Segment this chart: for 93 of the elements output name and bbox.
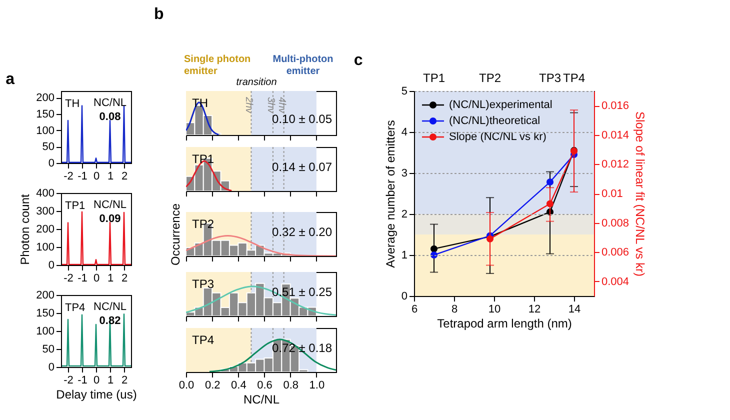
y2-tick-label: 0.006 xyxy=(602,246,630,259)
x-tick-label: -2 xyxy=(64,272,74,284)
text: transition xyxy=(236,77,278,88)
y-tick-label: 150 xyxy=(36,108,54,120)
annotation: TP3 xyxy=(538,71,562,85)
x-tick-label: 1 xyxy=(107,272,114,284)
annotation: TP4 xyxy=(192,333,214,347)
y-tick-label: 0 xyxy=(48,362,54,374)
annotation: NC/NL xyxy=(93,199,127,211)
x-tick-label: 2 xyxy=(121,272,128,284)
x-tick-label: 1 xyxy=(107,170,114,182)
x-tick-label: 6 xyxy=(411,304,418,316)
y-tick-label: 200 xyxy=(36,224,54,236)
y-tick-label: 5 xyxy=(401,86,408,98)
annotation: TP2 xyxy=(478,71,502,85)
x-tick-label: 0.2 xyxy=(204,380,220,392)
annotation: 0.51 ± 0.25 xyxy=(272,284,332,299)
y-axis-title: Photon count xyxy=(18,193,32,265)
x-tick-label: 0.4 xyxy=(231,380,246,392)
y-tick-label: 0 xyxy=(48,260,54,272)
y2-tick-label: 0.016 xyxy=(602,100,630,112)
chart-title: b xyxy=(154,6,164,23)
annotation: NC/NL xyxy=(93,97,127,109)
chart-title: c xyxy=(354,52,363,69)
annotation: TP1 xyxy=(192,152,214,166)
x-tick-label: 0 xyxy=(93,374,100,386)
y2-tick-label: 0.004 xyxy=(602,276,630,288)
legend-label: (NC/NL)experimental xyxy=(449,99,552,111)
annotation: 0.09 xyxy=(99,213,121,225)
x-tick-label: 2 xyxy=(121,170,128,182)
annotation: TP1 xyxy=(65,200,86,212)
y-tick-label: 4 xyxy=(401,126,408,138)
y-tick-label: 100 xyxy=(36,326,54,338)
y-tick-label: 3 xyxy=(401,168,408,180)
annotation: 0.08 xyxy=(99,111,121,123)
y-tick-label: 1 xyxy=(401,250,408,262)
x-tick-label: 14 xyxy=(568,304,581,316)
y-axis-title: Occurrence xyxy=(168,203,182,266)
x-tick-label: 0.6 xyxy=(257,380,272,392)
x-axis-title: Tetrapod arm length (nm) xyxy=(437,316,572,330)
text: Multi-photon emitter xyxy=(272,54,334,77)
x-tick-label: 0.8 xyxy=(283,380,298,392)
x-tick-label: -1 xyxy=(78,170,88,182)
x-axis-title: Delay time (us) xyxy=(56,388,137,402)
y2-tick-label: 0.01 xyxy=(602,188,623,200)
y-tick-label: 0 xyxy=(401,290,408,302)
annotation: 0.10 ± 0.05 xyxy=(272,112,332,126)
legend-label: (NC/NL)theoretical xyxy=(449,115,540,127)
y-tick-label: 400 xyxy=(36,188,54,200)
x-tick-label: 8 xyxy=(451,304,458,316)
ref-line-label: 4hv xyxy=(276,97,287,114)
x-axis-title: NC/NL xyxy=(243,392,280,406)
annotation: 0.32 ± 0.20 xyxy=(272,224,332,239)
x-tick-label: 1.0 xyxy=(309,380,325,392)
x-tick-label: 0.0 xyxy=(178,380,194,392)
annotation: TP1 xyxy=(422,71,446,85)
y-tick-label: 50 xyxy=(42,141,54,154)
x-tick-label: 10 xyxy=(488,304,501,316)
y-tick-label: 300 xyxy=(36,206,54,218)
x-tick-label: -1 xyxy=(78,272,88,284)
y-tick-label: 100 xyxy=(36,242,54,254)
annotation: TP3 xyxy=(192,277,214,291)
annotation: 0.14 ± 0.07 xyxy=(272,160,332,174)
x-tick-label: 0 xyxy=(93,170,100,182)
y2-tick-label: 0.008 xyxy=(602,217,630,230)
annotation: TP2 xyxy=(192,217,214,231)
y-axis-title: Average number of emitters xyxy=(383,120,398,268)
chart-title: a xyxy=(6,71,15,88)
y-tick-label: 150 xyxy=(36,308,54,320)
annotation: NC/NL xyxy=(93,301,127,313)
annotation: TH xyxy=(65,98,80,110)
x-tick-label: 0 xyxy=(93,272,100,284)
y-tick-label: 2 xyxy=(401,208,408,220)
y-tick-label: 0 xyxy=(48,158,54,170)
y-tick-label: 100 xyxy=(36,124,54,137)
x-tick-label: -2 xyxy=(64,170,74,182)
y2-axis-title: Slope of linear fit (NC/NL vs kr) xyxy=(633,112,648,276)
y2-tick-label: 0.012 xyxy=(602,158,630,171)
ref-line-label: 2hv xyxy=(243,96,254,114)
y2-tick-label: 0.014 xyxy=(602,129,630,142)
x-tick-label: 2 xyxy=(121,374,128,386)
annotation: TH xyxy=(192,96,208,110)
x-tick-label: -2 xyxy=(64,374,74,386)
y-tick-label: 200 xyxy=(36,92,54,104)
x-tick-label: -1 xyxy=(78,374,88,386)
text: Single photon emitter xyxy=(184,54,251,77)
x-tick-label: 12 xyxy=(528,304,541,316)
ref-line-label: 3hv xyxy=(264,97,276,114)
annotation: TP4 xyxy=(562,71,586,85)
y-tick-label: 200 xyxy=(36,290,54,302)
x-tick-label: 1 xyxy=(107,374,114,386)
y-tick-label: 50 xyxy=(42,344,54,356)
annotation: TP4 xyxy=(65,302,86,314)
